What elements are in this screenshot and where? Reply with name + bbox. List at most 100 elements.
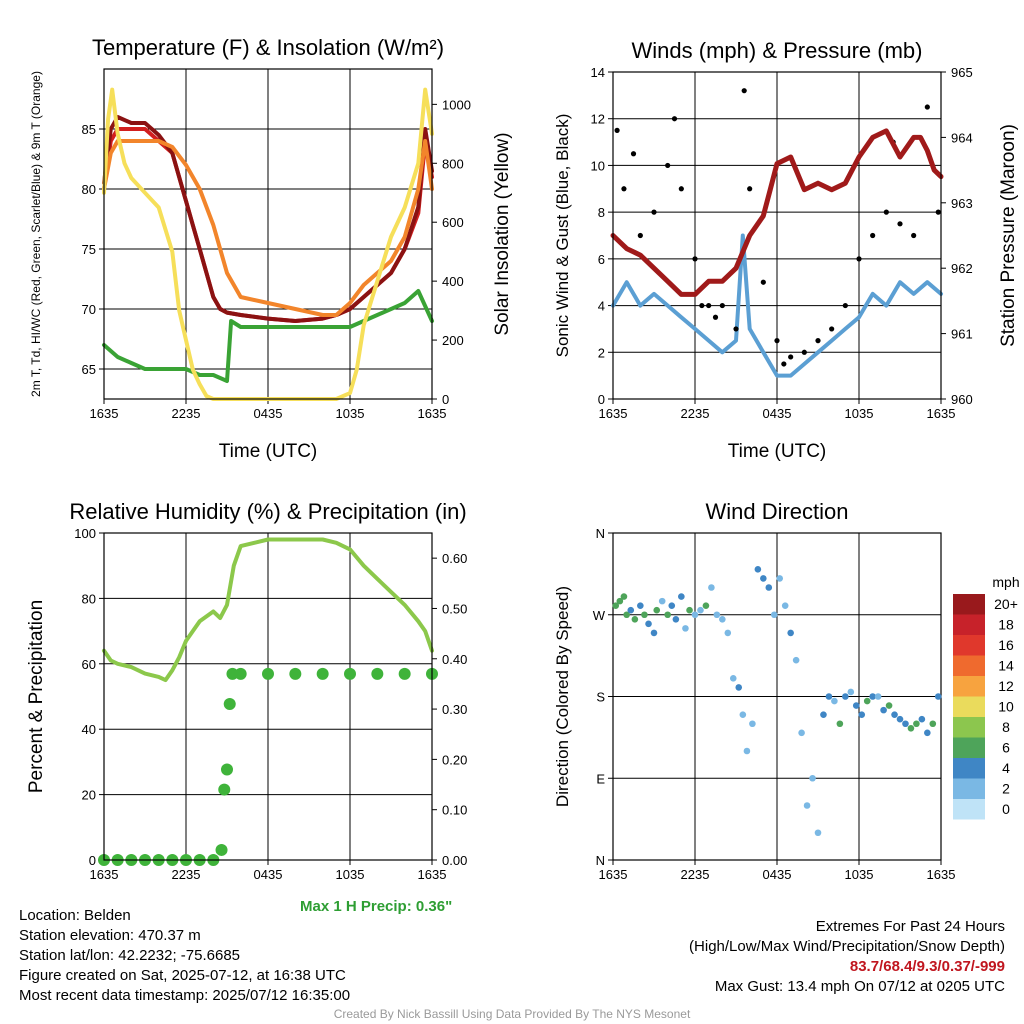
- y2-tick-label: 962: [951, 261, 973, 276]
- x-tick-label: 1635: [90, 867, 119, 882]
- y2-tick-label: 800: [442, 156, 464, 171]
- data-point: [658, 597, 666, 605]
- y-tick-label: 4: [598, 299, 605, 314]
- data-point: [869, 693, 876, 700]
- data-point: [729, 675, 737, 682]
- y2-tick-label: 0.20: [442, 752, 467, 767]
- y2-tick-label: 964: [951, 130, 973, 145]
- x-tick-label: 0435: [254, 867, 283, 882]
- legend-swatch: [953, 655, 985, 676]
- data-point: [218, 783, 231, 796]
- data-point: [665, 162, 671, 169]
- speed-legend: mph 20+ 18 16 14 12 10 8 6 4 2 0: [953, 574, 1020, 820]
- y-tick-label: 6: [598, 252, 605, 267]
- data-point: [825, 693, 833, 700]
- data-point: [621, 186, 627, 192]
- data-point: [907, 724, 915, 732]
- data-point: [814, 829, 822, 837]
- data-point: [692, 256, 698, 262]
- data-point: [316, 667, 329, 680]
- data-point: [627, 606, 635, 614]
- station-info: Location: Belden Station elevation: 470.…: [19, 906, 350, 1006]
- series-2m-td: [102, 289, 434, 383]
- data-point: [719, 615, 726, 623]
- y2-tick-label: 963: [951, 196, 973, 211]
- x-tick-label: 1035: [336, 406, 365, 421]
- x-tick-label: 1635: [418, 867, 447, 882]
- x-tick-label: 2235: [681, 406, 710, 421]
- series-line: [102, 537, 434, 683]
- y2-tick-label: 0.10: [442, 803, 467, 818]
- data-point: [829, 326, 835, 332]
- panel-temp: 65 70 75 80 85 0 200 400 600 800 1000 1635 2235 0435 1…: [29, 35, 513, 462]
- y-tick-label: 75: [82, 242, 96, 257]
- timestamp-line: Most recent data timestamp: 2025/07/12 1…: [19, 987, 351, 1004]
- y2-tick-label: 200: [442, 333, 464, 348]
- data-point: [880, 706, 887, 714]
- data-point: [664, 611, 671, 619]
- y-tick-label: 80: [82, 591, 96, 606]
- data-point: [223, 698, 236, 711]
- x-tick-label: 1035: [336, 867, 365, 882]
- series-line: [611, 233, 943, 378]
- data-point: [781, 361, 787, 367]
- data-point: [630, 151, 637, 157]
- data-point: [747, 186, 753, 192]
- data-point: [743, 747, 751, 755]
- series-solar-insolation: [102, 87, 434, 401]
- x-tick-label: 1635: [927, 406, 956, 421]
- legend-label: 10: [998, 699, 1014, 715]
- data-point: [863, 697, 871, 705]
- data-point: [616, 597, 624, 605]
- legend-label: 6: [1002, 740, 1010, 756]
- y2-tick-label: 965: [951, 65, 973, 80]
- series-sonic-wind: [611, 233, 943, 378]
- data-point: [902, 720, 909, 728]
- y-tick-label: 0: [598, 392, 605, 407]
- data-point: [637, 232, 643, 239]
- data-point: [820, 711, 827, 718]
- y-tick-label: 0: [89, 853, 96, 868]
- data-point: [371, 667, 384, 680]
- series-wind-direction: [612, 566, 942, 837]
- data-point: [713, 611, 721, 619]
- data-point: [653, 606, 661, 614]
- y-tick-label: 65: [82, 362, 96, 377]
- data-point: [699, 302, 705, 309]
- y-tick-label: 100: [74, 526, 96, 541]
- data-point: [918, 715, 926, 723]
- data-point: [792, 656, 800, 664]
- y-tick-label: N: [596, 526, 605, 541]
- latlon-line: Station lat/lon: 42.2232; -75.6685: [19, 947, 241, 964]
- plot-frame: [612, 71, 942, 400]
- x-tick-label: 1035: [845, 406, 874, 421]
- max-precip-annotation: Max 1 H Precip: 0.36": [300, 898, 453, 915]
- data-point: [733, 326, 739, 332]
- data-point: [842, 302, 848, 309]
- y-axis-label: Direction (Colored By Speed): [553, 586, 572, 807]
- legend-label: 14: [998, 658, 1014, 674]
- series-9m-t: [102, 139, 434, 317]
- data-point: [870, 232, 876, 239]
- data-point: [706, 302, 712, 309]
- data-point: [803, 802, 811, 809]
- series-line: [102, 139, 434, 317]
- data-point: [787, 629, 794, 637]
- location-line: Location: Belden: [19, 907, 131, 924]
- y-axis-label: Sonic Wind & Gust (Blue, Black): [553, 114, 572, 358]
- data-point: [891, 711, 898, 718]
- y2-tick-label: 600: [442, 215, 464, 230]
- panel-wind: 0 2 4 6 8 10 12 14 960 961 962 963 964 965 1635 2235 043…: [553, 38, 1019, 462]
- x-axis-label: Time (UTC): [219, 441, 318, 462]
- data-point: [719, 302, 725, 309]
- data-point: [788, 354, 794, 360]
- plot-frame: [103, 68, 433, 400]
- y2-tick-label: 0.60: [442, 551, 467, 566]
- data-point: [262, 667, 274, 680]
- data-point: [697, 606, 704, 614]
- y-tick-label: 20: [82, 788, 96, 803]
- data-point: [836, 720, 844, 728]
- extremes-subtitle: (High/Low/Max Wind/Precipitation/Snow De…: [689, 938, 1005, 955]
- x-tick-label: 1635: [927, 867, 956, 882]
